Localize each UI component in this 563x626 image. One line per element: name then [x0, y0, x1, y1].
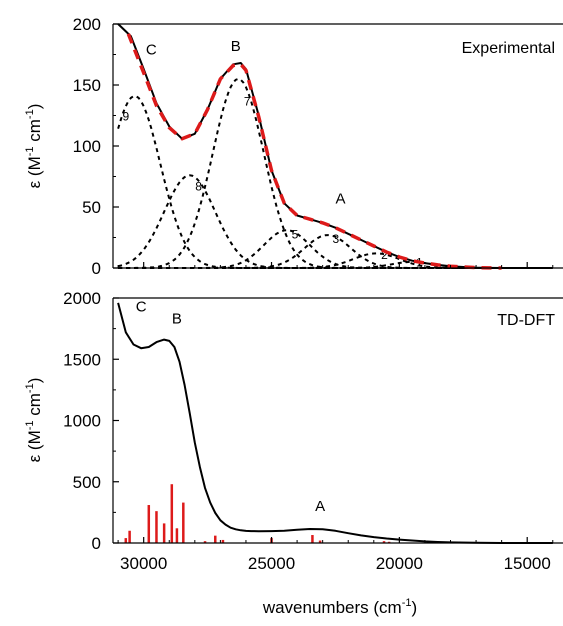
top-series-lines	[117, 23, 553, 270]
gaussian-label-8: 8	[195, 179, 202, 193]
y-tick-label: 0	[92, 534, 101, 553]
gaussian-label-9: 9	[122, 110, 129, 124]
fit-sum-line	[126, 33, 502, 270]
y-tick-label: 1000	[63, 412, 101, 431]
y-tick-label: 0	[92, 259, 101, 278]
x-tick-label: 30000	[120, 554, 167, 573]
x-axis-title: wavenumbers (cm-1)	[262, 597, 417, 617]
spectrum-line	[117, 302, 553, 544]
band-label-B: B	[231, 38, 241, 55]
x-tick-label: 25000	[248, 554, 295, 573]
band-label-C: C	[136, 298, 147, 315]
gaussian-band-7	[118, 77, 528, 269]
top-ylabel: ε (M-1 cm-1)	[24, 104, 44, 189]
x-tick-label: 20000	[376, 554, 423, 573]
band-label-B: B	[172, 311, 182, 328]
y-tick-label: 1500	[63, 350, 101, 369]
oscillator-sticks	[124, 484, 391, 543]
gaussian-label-3: 3	[332, 232, 339, 246]
gaussian-label-7: 7	[244, 95, 251, 109]
y-tick-label: 150	[73, 76, 101, 95]
bottom-axes-marks: 0 500 1000 1500 2000 30000 25000 20000 15000 C B A	[63, 289, 563, 573]
y-tick-label: 100	[73, 137, 101, 156]
gaussian-label-5: 5	[292, 228, 299, 242]
top-axes-marks: 0 50 100 150 200 C B A	[73, 15, 563, 278]
y-tick-label: 2000	[63, 289, 101, 308]
y-tick-label: 500	[73, 473, 101, 492]
x-tick-label: 15000	[504, 554, 551, 573]
gaussian-label-2: 2	[381, 248, 388, 262]
gaussian-band-3	[118, 234, 528, 269]
top-panel-label: Experimental	[462, 40, 555, 57]
gaussian-band-5	[118, 229, 528, 269]
bottom-series-lines	[117, 302, 553, 544]
band-label-A: A	[315, 498, 325, 515]
band-label-A: A	[336, 190, 346, 207]
bottom-panel-label: TD-DFT	[497, 312, 555, 329]
bottom-ylabel: ε (M-1 cm-1)	[24, 378, 44, 463]
band-label-C: C	[146, 42, 157, 59]
y-tick-label: 50	[82, 198, 101, 217]
y-tick-label: 200	[73, 15, 101, 34]
